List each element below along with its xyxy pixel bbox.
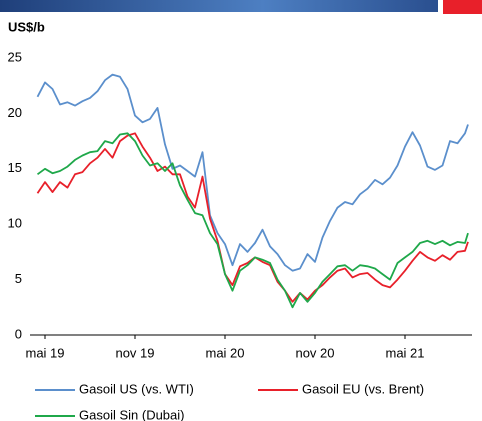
series-line <box>36 132 469 309</box>
x-tick-label: mai 19 <box>25 345 64 360</box>
x-tick-label: nov 20 <box>295 345 334 360</box>
y-tick-label: 25 <box>8 49 22 64</box>
legend-label: Gasoil EU (vs. Brent) <box>302 381 424 396</box>
y-tick-label: 10 <box>8 216 22 231</box>
x-tick-label: mai 20 <box>205 345 244 360</box>
y-tick-label: 0 <box>15 326 22 341</box>
header-bar <box>0 0 438 12</box>
y-tick-label: 5 <box>15 271 22 286</box>
y-tick-label: 15 <box>8 160 22 175</box>
legend-label: Gasoil Sin (Dubai) <box>79 407 185 421</box>
series-line <box>36 132 469 303</box>
y-axis-label: US$/b <box>8 19 45 34</box>
y-tick-label: 20 <box>8 105 22 120</box>
legend-label: Gasoil US (vs. WTI) <box>79 381 194 396</box>
header-accent <box>443 0 482 14</box>
x-tick-label: mai 21 <box>385 345 424 360</box>
x-tick-label: nov 19 <box>115 345 154 360</box>
series-line <box>36 73 469 272</box>
